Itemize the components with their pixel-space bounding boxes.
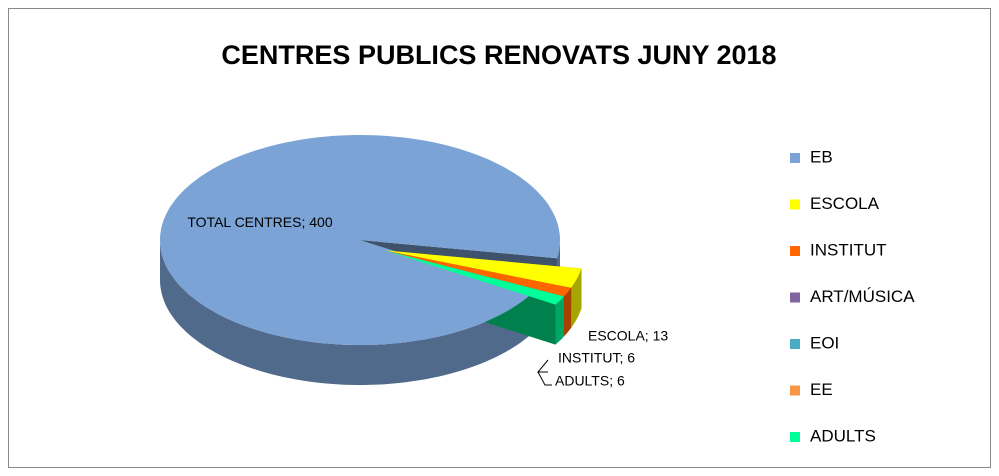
legend-label: EOI (810, 333, 839, 352)
data-label: TOTAL CENTRES; 400 (187, 214, 333, 230)
legend-swatch (790, 246, 800, 256)
slice (384, 250, 564, 305)
data-label: ADULTS; 6 (555, 373, 625, 389)
data-label: ESCOLA; 13 (588, 328, 668, 344)
slice-wall (564, 287, 572, 337)
slice (160, 135, 560, 345)
legend-swatch (790, 199, 800, 210)
legend-swatch (790, 385, 800, 396)
slice-wall (571, 268, 582, 328)
leader-line (537, 371, 552, 386)
legend-label: EB (810, 147, 833, 166)
legend-swatch (790, 292, 800, 303)
legend-swatch (790, 153, 800, 163)
chart-title: CENTRES PUBLICS RENOVATS JUNY 2018 (221, 40, 776, 70)
data-label: INSTITUT; 6 (558, 350, 635, 366)
slice-wall (555, 296, 564, 345)
legend-label: INSTITUT (810, 240, 887, 259)
legend-swatch (790, 432, 800, 442)
legend-label: ADULTS (810, 426, 876, 445)
legend-label: EE (810, 380, 833, 399)
pie (160, 135, 582, 385)
slice (384, 250, 582, 288)
slice-wall (160, 240, 532, 385)
slice (384, 250, 572, 297)
legend-label: ESCOLA (810, 194, 880, 213)
legend-label: ART/MÚSICA (810, 287, 915, 306)
legend-swatch (790, 339, 800, 349)
